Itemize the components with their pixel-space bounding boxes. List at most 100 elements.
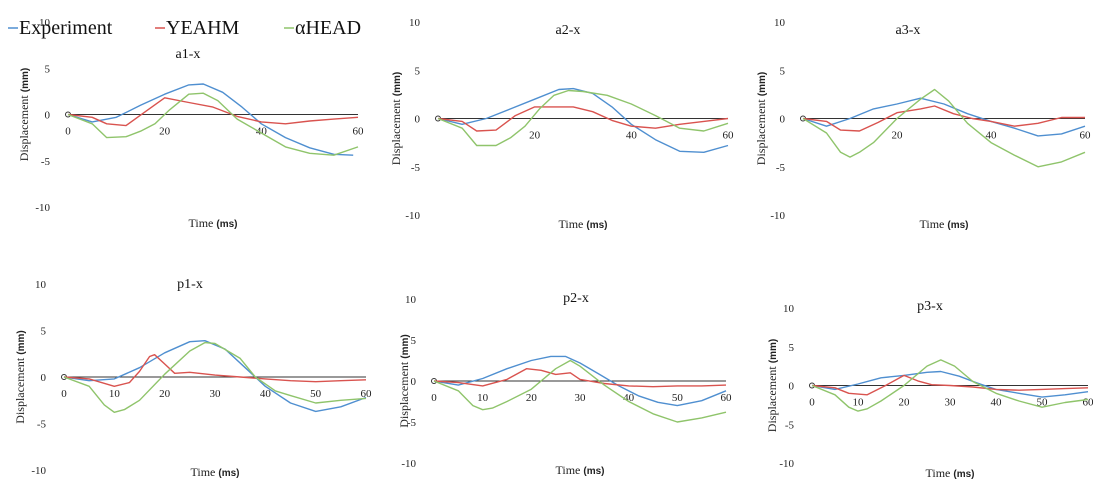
x-axis-title: Time (ms)	[190, 465, 239, 479]
x-axis-label: Time	[190, 465, 218, 479]
y-axis-unit: (mm)	[392, 72, 403, 96]
y-tick-label: -5	[776, 162, 786, 174]
y-tick-label: -5	[37, 419, 47, 431]
legend-label: αHEAD	[295, 17, 361, 39]
x-tick-label: 10	[109, 388, 121, 400]
y-tick-label: -10	[770, 210, 785, 222]
x-tick-label: 0	[65, 126, 71, 138]
x-axis-label: Time	[188, 216, 216, 230]
y-tick-label: 5	[411, 335, 417, 347]
series-line-alpha-head	[63, 341, 367, 414]
x-tick-label: 10	[853, 397, 865, 409]
panel-title: a2-x	[556, 23, 581, 38]
x-tick-label: 0	[431, 392, 437, 404]
y-tick-label: 0	[41, 372, 47, 384]
x-tick-label: 60	[1080, 130, 1092, 142]
y-tick-label: 10	[405, 294, 417, 306]
x-tick-label: 40	[626, 130, 638, 142]
y-tick-label: 5	[41, 326, 47, 338]
x-tick-label: 60	[721, 392, 733, 404]
x-axis-title: Time (ms)	[558, 217, 607, 231]
x-tick-label: 20	[529, 130, 541, 142]
y-axis-title: Displacement (mm)	[17, 68, 31, 161]
series-line-yeahm	[67, 97, 359, 127]
y-tick-label: 10	[39, 17, 51, 29]
series-line-yeahm	[63, 353, 367, 388]
x-tick-label: 40	[256, 126, 268, 138]
x-axis-title: Time (ms)	[919, 217, 968, 231]
series-line-experiment	[811, 370, 1089, 398]
series-line-experiment	[63, 339, 367, 413]
y-axis-unit: (mm)	[16, 330, 27, 354]
x-tick-label: 50	[1037, 397, 1049, 409]
series-line-alpha-head	[67, 92, 359, 156]
x-tick-label: 50	[672, 392, 684, 404]
chart-a3-x: 10 5 0 -5 -10 20 40 60 a3-x Time (ms) Displacement…	[754, 17, 1092, 231]
x-axis-label: Time	[919, 217, 947, 231]
series-line-yeahm	[811, 374, 1089, 396]
y-tick-label: 5	[789, 342, 795, 354]
y-axis-label: Displacement	[17, 92, 31, 161]
y-axis-unit: (mm)	[20, 68, 31, 92]
y-tick-label: 0	[789, 381, 795, 393]
x-axis-label: Time	[555, 463, 583, 477]
x-tick-label: 20	[159, 388, 171, 400]
panel-title: a1-x	[176, 47, 201, 62]
x-axis-title: Time (ms)	[555, 463, 604, 477]
x-axis-label: Time	[558, 217, 586, 231]
y-tick-label: 0	[411, 376, 417, 388]
series-line-experiment	[433, 355, 727, 407]
legend-item-alpha-head: αHEAD	[284, 17, 361, 39]
x-tick-label: 60	[1083, 397, 1093, 409]
y-tick-label: 10	[409, 17, 421, 29]
x-tick-label: 0	[809, 397, 815, 409]
y-tick-label: 10	[783, 303, 795, 315]
y-axis-label: Displacement	[754, 96, 768, 165]
y-tick-label: -5	[411, 162, 421, 174]
legend-label: Experiment	[19, 17, 113, 39]
series-line-alpha-head	[802, 88, 1086, 168]
x-tick-label: 0	[61, 388, 67, 400]
x-axis-unit: (ms)	[216, 219, 237, 230]
chart-legend: Experiment YEAHM αHEAD	[8, 17, 361, 39]
y-tick-label: 10	[774, 17, 786, 29]
series-line-yeahm	[802, 105, 1085, 132]
y-axis-label: Displacement	[13, 355, 27, 424]
x-axis-unit: (ms)	[947, 220, 968, 231]
x-tick-label: 60	[353, 126, 365, 138]
y-tick-label: -10	[401, 458, 416, 470]
y-axis-label: Displacement	[397, 359, 411, 428]
y-axis-title: Displacement (mm)	[754, 72, 768, 165]
legend-label: YEAHM	[166, 17, 240, 39]
x-tick-label: 20	[899, 397, 911, 409]
x-tick-label: 30	[945, 397, 957, 409]
y-tick-label: 0	[45, 110, 51, 122]
y-tick-label: -5	[785, 419, 795, 431]
y-tick-label: 0	[415, 114, 421, 126]
series-line-yeahm	[433, 367, 727, 388]
y-axis-unit: (mm)	[757, 72, 768, 96]
y-axis-title: Displacement (mm)	[13, 330, 27, 423]
x-tick-label: 40	[986, 130, 998, 142]
x-tick-label: 60	[723, 130, 735, 142]
x-axis-unit: (ms)	[586, 220, 607, 231]
x-tick-label: 20	[892, 130, 904, 142]
x-tick-label: 10	[477, 392, 489, 404]
series-line-experiment	[802, 97, 1086, 137]
chart-a1-x: 10 5 0 -5 -10 0 20 40 60 a1-x Time (ms) Displacemen…	[17, 17, 365, 230]
x-tick-label: 60	[361, 388, 373, 400]
x-axis-unit: (ms)	[583, 466, 604, 477]
x-axis-title: Time (ms)	[188, 216, 237, 230]
panel-title: p3-x	[917, 299, 943, 314]
series-line-yeahm	[437, 106, 729, 132]
panel-title: p1-x	[177, 277, 203, 292]
y-axis-title: Displacement (mm)	[397, 334, 411, 427]
x-tick-label: 30	[575, 392, 587, 404]
legend-item-experiment: Experiment	[8, 17, 113, 39]
y-axis-unit: (mm)	[768, 339, 779, 363]
series-line-alpha-head	[811, 359, 1089, 412]
y-tick-label: -10	[405, 210, 420, 222]
y-tick-label: -10	[35, 202, 50, 214]
